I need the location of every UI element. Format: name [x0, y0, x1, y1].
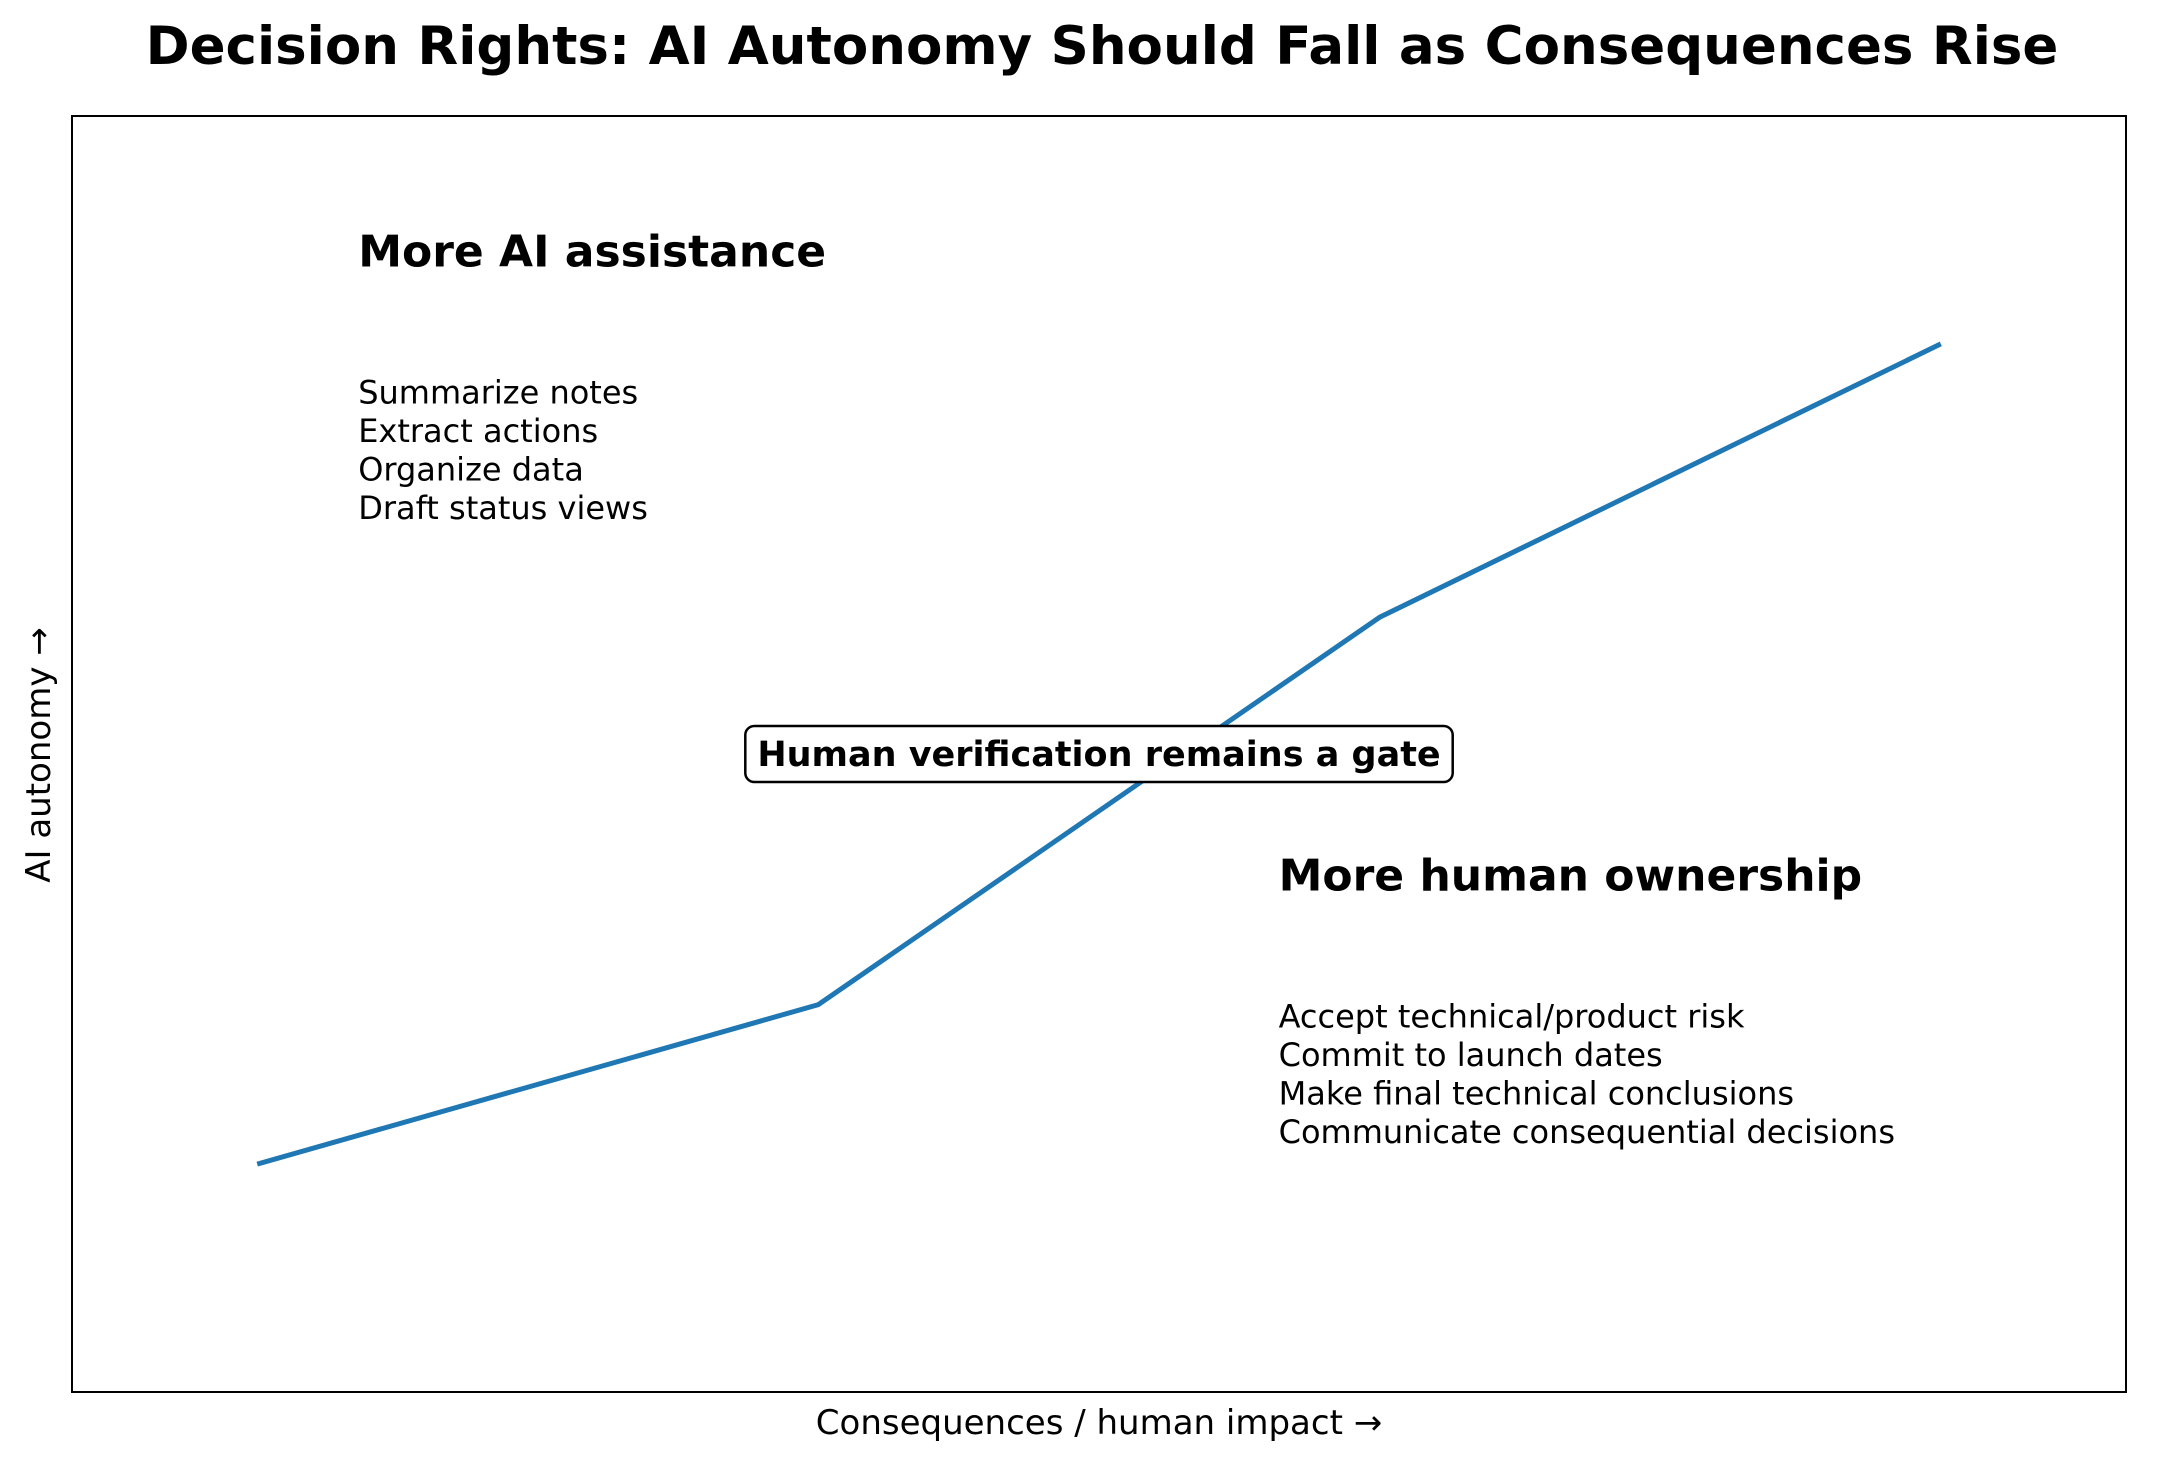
region-item: Draft status views: [358, 489, 648, 527]
callout: Human verification remains a gate: [744, 724, 1454, 784]
region-layer: More AI assistance Summarize notesExtract…: [358, 226, 1895, 1151]
x-axis-label: Consequences / human impact →: [816, 1403, 1382, 1443]
callout-text: Human verification remains a gate: [757, 735, 1440, 775]
series-layer: [256, 341, 1942, 1167]
region-item: Summarize notes: [358, 373, 638, 411]
region-item: Organize data: [358, 450, 584, 488]
region-item: Commit to launch dates: [1279, 1036, 1663, 1074]
chart-title: Decision Rights: AI Autonomy Should Fall…: [146, 16, 2059, 77]
plot-frame: [71, 115, 2127, 1393]
callout-box: [744, 724, 1454, 784]
region-item: Extract actions: [358, 412, 598, 450]
series-line: [256, 341, 1942, 1167]
y-axis-label: AI autonomy →: [19, 627, 59, 883]
region-item: Make final technical conclusions: [1279, 1075, 1794, 1113]
region-heading: More AI assistance: [358, 226, 826, 277]
region-item: Accept technical/product risk: [1279, 998, 1745, 1036]
region-item: Communicate consequential decisions: [1279, 1113, 1895, 1151]
region-heading: More human ownership: [1279, 851, 1863, 902]
